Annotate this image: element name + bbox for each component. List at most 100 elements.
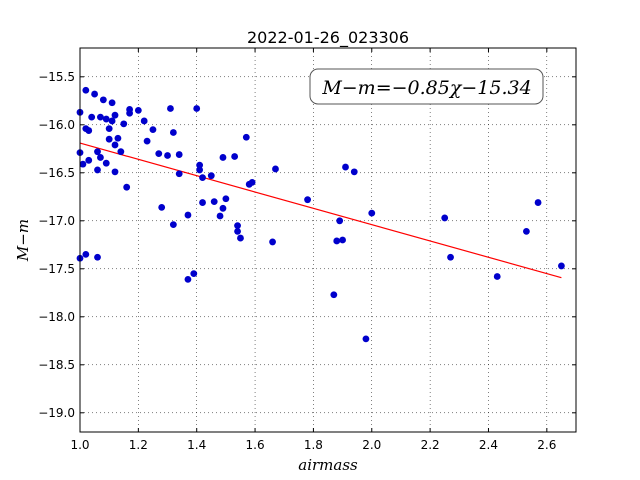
data-point xyxy=(339,236,346,244)
x-tick-label: 1.8 xyxy=(304,438,323,452)
data-point xyxy=(269,238,276,246)
data-point xyxy=(114,134,122,142)
data-point xyxy=(216,212,224,220)
chart-title: 2022-01-26_023306 xyxy=(247,28,409,48)
x-axis-label: airmass xyxy=(298,456,358,474)
data-point xyxy=(94,253,101,261)
data-point xyxy=(210,198,218,206)
data-point xyxy=(196,166,204,174)
data-point xyxy=(94,148,101,156)
data-point xyxy=(97,154,104,161)
data-point xyxy=(155,150,163,158)
data-point xyxy=(99,96,107,104)
grid-lines xyxy=(79,48,576,432)
y-tick-label: −19.0 xyxy=(38,406,75,420)
y-tick-label: −18.0 xyxy=(38,310,75,324)
data-point xyxy=(175,151,183,158)
plot-frame xyxy=(79,47,577,433)
data-point xyxy=(149,126,157,133)
data-point xyxy=(231,153,239,160)
data-point xyxy=(193,105,201,112)
data-point xyxy=(272,165,279,173)
data-point xyxy=(164,152,171,159)
data-point xyxy=(85,127,93,134)
data-point xyxy=(190,270,198,277)
fit-line-group xyxy=(79,142,562,279)
data-point xyxy=(158,203,166,211)
y-tick-label: −16.0 xyxy=(38,118,75,132)
data-point xyxy=(111,111,119,119)
x-tick-label: 2.4 xyxy=(479,438,498,452)
data-point xyxy=(219,154,227,161)
data-point xyxy=(196,161,204,169)
data-point xyxy=(91,90,98,98)
data-point xyxy=(108,99,116,107)
data-point xyxy=(219,204,227,212)
data-point xyxy=(105,135,113,143)
data-point xyxy=(222,195,230,203)
y-tick-label: −16.5 xyxy=(38,166,75,180)
equation-annotation: M−m=−0.85χ−15.34 xyxy=(321,77,531,99)
data-point xyxy=(82,86,90,94)
data-point xyxy=(304,196,311,204)
data-point xyxy=(441,214,449,222)
data-point xyxy=(123,183,131,191)
x-tick-label: 1.6 xyxy=(246,438,265,452)
data-point xyxy=(248,179,256,186)
y-tick-label: −15.5 xyxy=(38,70,75,84)
data-point xyxy=(117,148,125,156)
data-point xyxy=(105,125,113,133)
data-point xyxy=(126,106,133,113)
data-point xyxy=(207,172,215,180)
data-point xyxy=(237,234,244,242)
data-point xyxy=(108,117,116,125)
y-tick-label: −17.5 xyxy=(38,262,75,276)
data-point xyxy=(234,227,241,235)
data-point xyxy=(175,170,183,178)
data-point xyxy=(523,227,530,235)
data-point xyxy=(242,133,250,141)
data-point xyxy=(97,113,104,121)
data-point xyxy=(493,273,501,280)
data-point xyxy=(330,291,338,299)
y-ticks: −15.5 −16.0 −16.5 −17.0 −17.5 −18.0 −18.5 −19.0 xyxy=(38,70,576,420)
data-point xyxy=(85,156,93,164)
x-tick-label: 1.2 xyxy=(129,438,148,452)
data-point xyxy=(82,251,90,258)
data-point xyxy=(368,209,376,217)
data-point xyxy=(558,262,565,270)
data-point xyxy=(199,174,206,182)
y-tick-label: −17.0 xyxy=(38,214,75,228)
data-point xyxy=(169,221,177,229)
x-tick-label: 2.6 xyxy=(537,438,556,452)
x-tick-label: 1.4 xyxy=(187,438,206,452)
data-point xyxy=(120,120,128,128)
data-point xyxy=(342,163,349,171)
data-point xyxy=(534,199,542,206)
data-point xyxy=(102,115,110,123)
data-point xyxy=(184,275,192,283)
data-point xyxy=(134,107,142,114)
data-point xyxy=(447,253,454,261)
data-points xyxy=(76,86,565,343)
x-ticks: 1.0 1.2 1.4 1.6 1.8 2.0 2.2 2.4 2.6 xyxy=(70,48,556,452)
data-point xyxy=(350,168,358,176)
data-point xyxy=(102,159,110,167)
data-point xyxy=(94,166,101,174)
data-point xyxy=(362,335,370,343)
data-point xyxy=(199,199,206,206)
data-point xyxy=(336,217,344,225)
data-point xyxy=(143,137,151,145)
data-point xyxy=(79,160,87,168)
data-point xyxy=(140,117,148,125)
data-point xyxy=(184,211,192,219)
data-point xyxy=(111,141,119,149)
data-point xyxy=(88,113,96,121)
equation-box xyxy=(309,68,544,105)
y-axis-label: M−m xyxy=(14,219,32,262)
data-point xyxy=(234,222,241,230)
y-tick-label: −18.5 xyxy=(38,358,75,372)
data-point xyxy=(167,105,174,112)
x-tick-label: 2.2 xyxy=(421,438,440,452)
data-point xyxy=(333,237,341,245)
